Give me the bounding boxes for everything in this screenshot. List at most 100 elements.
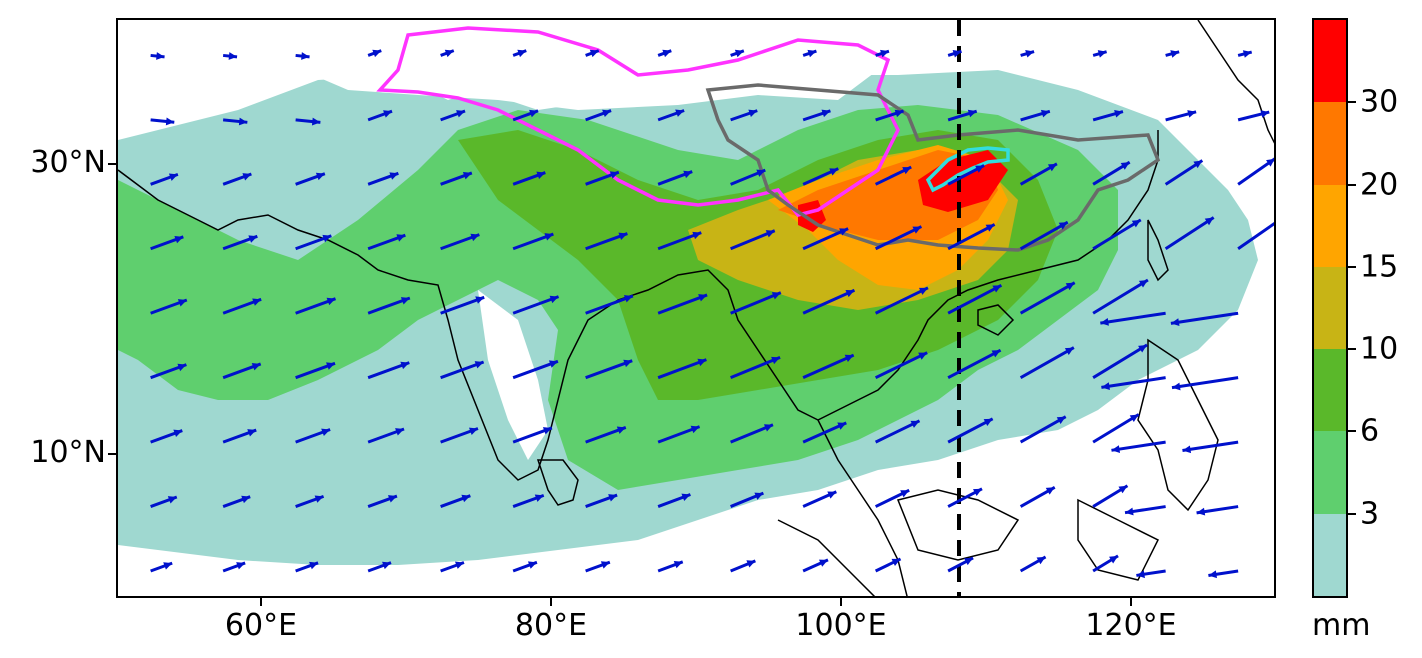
wind-vector bbox=[1182, 440, 1239, 453]
wind-vector-head bbox=[910, 420, 920, 428]
wind-vector-head bbox=[241, 495, 251, 504]
wind-vector-head bbox=[697, 358, 707, 367]
wind-vector bbox=[947, 348, 1002, 379]
wind-vector-head bbox=[1242, 50, 1252, 58]
white-area-west bbox=[118, 20, 278, 110]
wind-vector-head bbox=[1136, 570, 1145, 579]
wind-vector-head bbox=[918, 287, 928, 295]
wind-vector bbox=[730, 356, 781, 380]
wind-vector-head bbox=[322, 234, 332, 243]
wind-vector bbox=[730, 291, 782, 315]
wind-vector-head bbox=[746, 560, 756, 568]
wind-vector-head bbox=[1058, 222, 1068, 230]
colorbar-tick bbox=[1348, 512, 1356, 515]
wind-vector-head bbox=[818, 559, 828, 567]
wind-vector-head bbox=[326, 297, 336, 306]
wind-vector-head bbox=[177, 299, 187, 307]
wind-vector-head bbox=[1118, 485, 1128, 494]
colorbar-tick bbox=[1348, 265, 1356, 268]
wind-vector-head bbox=[692, 231, 702, 240]
wind-vector-head bbox=[967, 109, 977, 118]
wind-vector bbox=[874, 286, 929, 315]
wind-vector bbox=[585, 359, 633, 380]
wind-vector-head bbox=[388, 495, 397, 503]
wind-vector bbox=[1092, 218, 1142, 251]
wind-vector-head bbox=[618, 232, 628, 240]
wind-vector-head bbox=[517, 49, 527, 58]
wind-vector-head bbox=[771, 356, 781, 365]
y-axis-label-30N: 30°N bbox=[30, 145, 106, 180]
wind-vector bbox=[802, 288, 856, 315]
x-axis-label-60E: 60°E bbox=[224, 608, 298, 643]
wind-vector-head bbox=[623, 295, 633, 303]
wind-vector bbox=[947, 283, 1003, 315]
wind-vector-head bbox=[748, 109, 758, 117]
wind-vector bbox=[585, 294, 634, 315]
precipitation-map bbox=[118, 20, 1274, 596]
wind-vector-head bbox=[807, 49, 817, 58]
wind-vector-head bbox=[165, 117, 175, 126]
wind-vector-head bbox=[765, 230, 775, 238]
wind-vector-head bbox=[475, 296, 485, 304]
wind-vector-head bbox=[236, 562, 246, 570]
wind-vector-head bbox=[991, 350, 1001, 358]
wind-vector-head bbox=[314, 495, 324, 503]
wind-vector-head bbox=[474, 361, 484, 369]
wind-vector-head bbox=[1204, 217, 1214, 226]
wind-vector-head bbox=[315, 172, 325, 181]
wind-vector bbox=[947, 223, 996, 251]
colorbar-tick bbox=[1348, 348, 1356, 351]
wind-vector-head bbox=[1056, 416, 1066, 425]
wind-vector bbox=[947, 417, 994, 444]
wind-vector bbox=[1092, 278, 1149, 315]
wind-vector-head bbox=[544, 233, 554, 241]
wind-vector-head bbox=[461, 494, 471, 503]
wind-vector-head bbox=[1111, 445, 1121, 453]
wind-vector-head bbox=[1193, 160, 1203, 169]
wind-vector-head bbox=[673, 560, 683, 569]
wind-vector-head bbox=[228, 52, 238, 60]
wind-vector-head bbox=[734, 49, 744, 58]
wind-vector bbox=[1171, 376, 1239, 390]
colorbar-level-label: 6 bbox=[1360, 413, 1380, 449]
wind-vector-head bbox=[912, 226, 922, 234]
wind-vector-head bbox=[174, 235, 184, 244]
x-tick-80E bbox=[550, 598, 552, 606]
wind-vector-head bbox=[444, 49, 454, 58]
y-axis-label-10N: 10°N bbox=[30, 435, 106, 470]
wind-vector-head bbox=[1266, 158, 1274, 167]
colorbar bbox=[1312, 18, 1348, 598]
wind-vector-head bbox=[326, 362, 336, 370]
wind-vector-head bbox=[542, 427, 552, 435]
wind-vector-head bbox=[880, 49, 889, 58]
wind-vector-head bbox=[894, 109, 904, 118]
wind-vector-head bbox=[821, 109, 831, 118]
wind-vector-head bbox=[396, 234, 406, 242]
wind-vector bbox=[1019, 281, 1076, 315]
wind-vector-head bbox=[456, 110, 466, 118]
colorbar-tick bbox=[1348, 183, 1356, 186]
wind-vector bbox=[874, 419, 921, 444]
wind-vector-head bbox=[1170, 50, 1180, 58]
plateau-outline bbox=[376, 26, 900, 217]
colorbar-segment bbox=[1314, 20, 1346, 103]
x-tick-120E bbox=[1130, 598, 1132, 606]
wind-vector-head bbox=[1047, 163, 1057, 172]
wind-vector-head bbox=[1138, 344, 1148, 353]
wind-vector bbox=[1092, 413, 1140, 444]
basin-outline bbox=[705, 83, 1161, 252]
colorbar-segment bbox=[1314, 513, 1346, 596]
wind-vector-head bbox=[247, 429, 257, 437]
colorbar-unit-label: mm bbox=[1312, 608, 1371, 643]
wind-vector-head bbox=[1138, 279, 1148, 288]
colorbar-segment bbox=[1314, 102, 1346, 185]
wind-vector-head bbox=[690, 425, 700, 434]
wind-vector bbox=[1111, 440, 1166, 452]
wind-vector bbox=[1170, 311, 1239, 325]
wind-vector-head bbox=[301, 52, 310, 60]
white-area-east bbox=[1078, 20, 1274, 90]
wind-vector-head bbox=[238, 117, 248, 126]
wind-vector-head bbox=[534, 494, 544, 502]
y-tick-30N bbox=[108, 163, 116, 165]
wind-vector-head bbox=[698, 294, 708, 302]
